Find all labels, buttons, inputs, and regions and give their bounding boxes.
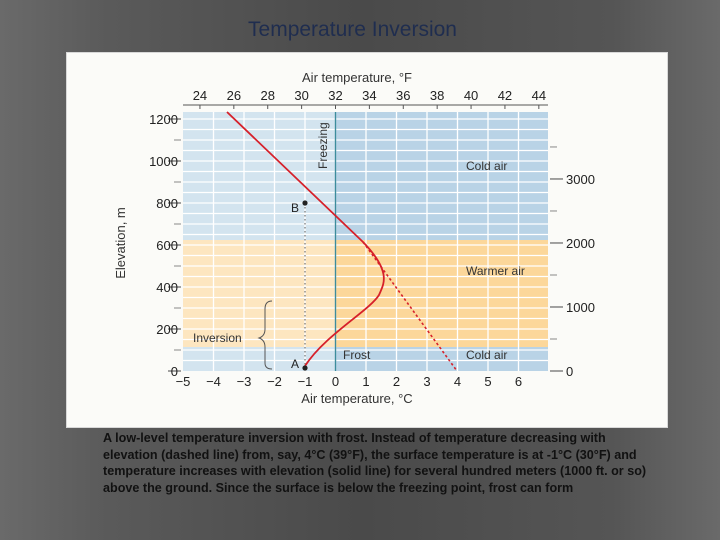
fahrenheit-tick-label: 42 — [498, 88, 512, 103]
point-b-marker — [302, 200, 308, 206]
sub-freezing-left-overlay — [183, 112, 336, 371]
fahrenheit-tick-label: 28 — [260, 88, 274, 103]
cold-air-top-label: Cold air — [466, 159, 507, 173]
celsius-tick-label: 2 — [393, 374, 400, 389]
fahrenheit-tick-label: 40 — [464, 88, 478, 103]
inversion-label: Inversion — [193, 331, 242, 345]
left-axis-label: Elevation, m — [113, 207, 128, 279]
elevation-ft-tick-labels: 0 1000 2000 3000 — [550, 146, 595, 379]
fahrenheit-tick-label: 26 — [227, 88, 241, 103]
celsius-tick-labels: −5 −4 −3 −2 −1 0 1 2 3 4 5 6 — [176, 374, 523, 389]
elevation-m-tick-labels: 0 200 400 600 800 1000 1200 — [149, 112, 181, 379]
elevation-m-tick-label: 400 — [156, 280, 178, 295]
celsius-tick-label: 6 — [515, 374, 522, 389]
elevation-ft-tick-label: 1000 — [566, 300, 595, 315]
celsius-tick-label: −5 — [176, 374, 191, 389]
celsius-tick-label: 3 — [423, 374, 430, 389]
celsius-tick-label: 5 — [484, 374, 491, 389]
celsius-tick-label: −2 — [267, 374, 282, 389]
warmer-air-label: Warmer air — [466, 264, 525, 278]
elevation-m-tick-label: 1000 — [149, 154, 178, 169]
elevation-m-tick-label: 200 — [156, 322, 178, 337]
diagram-frame: Air temperature, °F Air temperature, °C … — [66, 52, 668, 428]
grid — [183, 112, 548, 371]
celsius-tick-label: 0 — [332, 374, 339, 389]
elevation-ft-tick-label: 3000 — [566, 172, 595, 187]
point-b-label: B — [291, 201, 299, 215]
bottom-axis-label: Air temperature, °C — [301, 391, 412, 406]
fahrenheit-tick-label: 44 — [532, 88, 546, 103]
elevation-ft-tick-label: 0 — [566, 364, 573, 379]
frost-label: Frost — [343, 348, 371, 362]
fahrenheit-tick-label: 30 — [294, 88, 308, 103]
celsius-tick-label: 4 — [454, 374, 461, 389]
celsius-tick-label: 1 — [362, 374, 369, 389]
fahrenheit-tick-label: 32 — [328, 88, 342, 103]
elevation-m-tick-label: 1200 — [149, 112, 178, 127]
inversion-brace — [257, 300, 273, 370]
fahrenheit-tick-labels: 24 26 28 30 32 34 36 38 40 42 44 — [193, 88, 546, 109]
celsius-tick-label: −3 — [237, 374, 252, 389]
temperature-profile-solid-line — [226, 111, 385, 367]
elevation-ft-tick-label: 2000 — [566, 236, 595, 251]
elevation-m-tick-label: 600 — [156, 238, 178, 253]
slide-title: Temperature Inversion — [248, 18, 457, 41]
fahrenheit-tick-label: 38 — [430, 88, 444, 103]
celsius-tick-label: −4 — [206, 374, 221, 389]
point-a-marker — [302, 365, 308, 371]
temperature-inversion-diagram: Air temperature, °F Air temperature, °C … — [113, 70, 595, 406]
caption-text: A low-level temperature inversion with f… — [103, 431, 647, 495]
cold-air-bottom-label: Cold air — [466, 348, 507, 362]
fahrenheit-tick-label: 36 — [396, 88, 410, 103]
top-axis-label: Air temperature, °F — [302, 70, 412, 85]
elevation-m-tick-label: 0 — [171, 364, 178, 379]
fahrenheit-tick-label: 24 — [193, 88, 207, 103]
elevation-m-tick-label: 800 — [156, 196, 178, 211]
point-a-label: A — [291, 357, 299, 371]
fahrenheit-tick-label: 34 — [362, 88, 376, 103]
celsius-tick-label: −1 — [298, 374, 313, 389]
freezing-label: Freezing — [316, 122, 330, 169]
